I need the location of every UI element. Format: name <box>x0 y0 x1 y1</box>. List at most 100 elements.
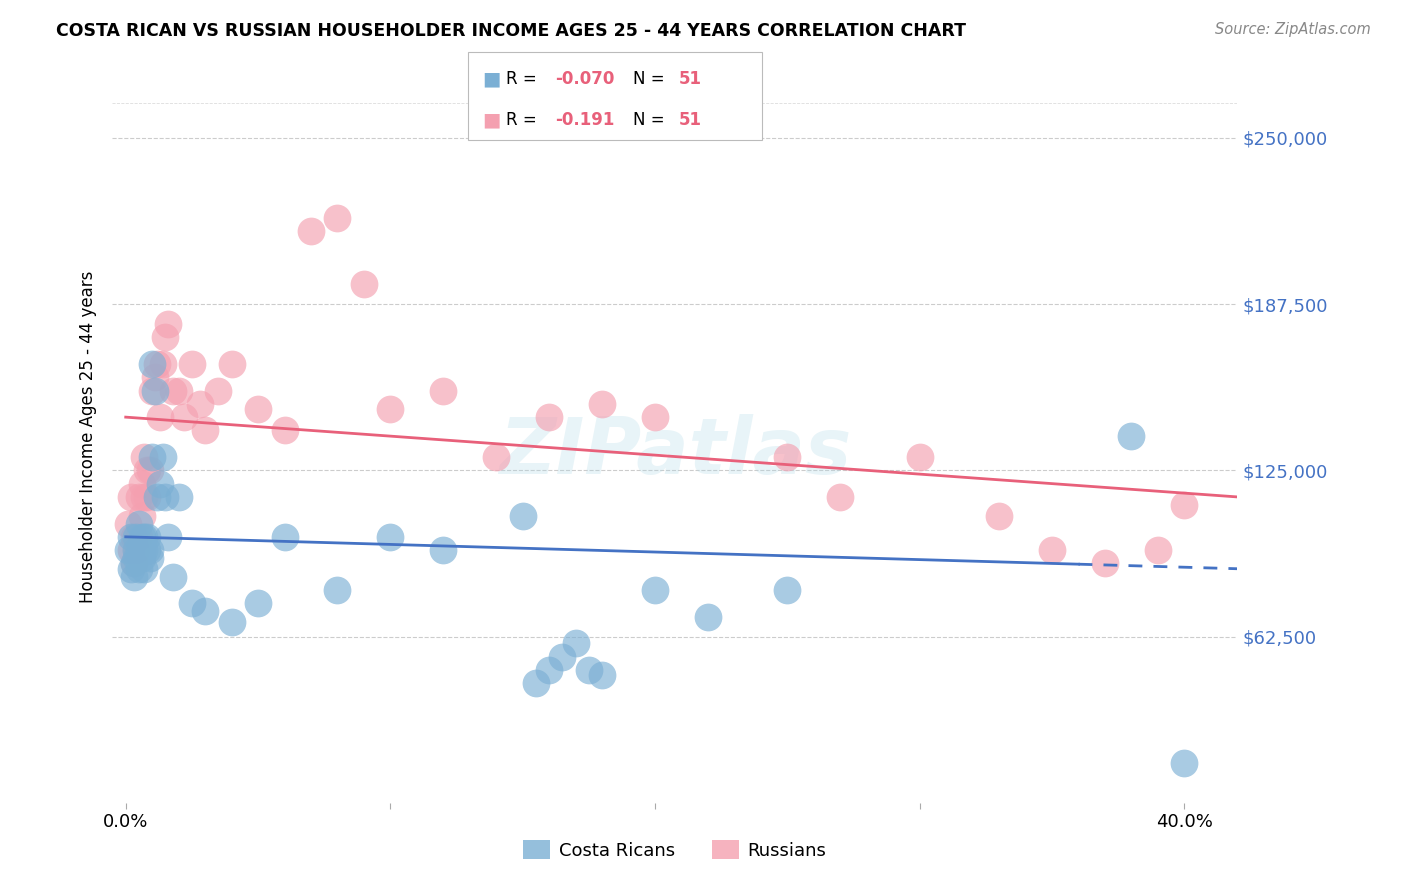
Point <box>141 384 163 398</box>
Point <box>380 402 402 417</box>
Point <box>162 570 184 584</box>
Point <box>908 450 931 464</box>
Text: ■: ■ <box>482 110 501 129</box>
Point <box>131 530 153 544</box>
Point <box>155 490 177 504</box>
Point <box>143 384 166 398</box>
Point <box>512 508 534 523</box>
Point <box>1040 543 1063 558</box>
Point <box>135 543 157 558</box>
Point <box>128 543 150 558</box>
Point <box>157 530 180 544</box>
Point <box>188 397 211 411</box>
Point <box>122 570 145 584</box>
Point <box>207 384 229 398</box>
Point <box>128 490 150 504</box>
Point <box>131 551 153 566</box>
Text: R =: R = <box>506 111 543 128</box>
Text: COSTA RICAN VS RUSSIAN HOUSEHOLDER INCOME AGES 25 - 44 YEARS CORRELATION CHART: COSTA RICAN VS RUSSIAN HOUSEHOLDER INCOM… <box>56 22 966 40</box>
Point <box>432 384 454 398</box>
Text: N =: N = <box>633 111 669 128</box>
Point <box>180 357 202 371</box>
Text: -0.070: -0.070 <box>555 70 614 88</box>
Point <box>1173 756 1195 770</box>
Point <box>644 582 666 597</box>
Point <box>134 543 156 558</box>
Point <box>138 543 160 558</box>
Point <box>138 551 160 566</box>
Point <box>538 663 561 677</box>
Point <box>120 490 142 504</box>
Point <box>1147 543 1170 558</box>
Point <box>131 508 153 523</box>
Text: N =: N = <box>633 70 669 88</box>
Point <box>146 490 169 504</box>
Point <box>149 476 172 491</box>
Point <box>247 596 270 610</box>
Text: ZIPatlas: ZIPatlas <box>499 414 851 490</box>
Point <box>180 596 202 610</box>
Point <box>117 543 139 558</box>
Point <box>125 530 148 544</box>
Text: 51: 51 <box>679 111 702 128</box>
Point <box>524 676 547 690</box>
Point <box>120 530 142 544</box>
Point <box>162 384 184 398</box>
Point <box>697 609 720 624</box>
Point <box>221 615 243 629</box>
Point <box>128 516 150 531</box>
Text: 51: 51 <box>679 70 702 88</box>
Point <box>776 450 799 464</box>
Point <box>380 530 402 544</box>
Point <box>120 543 142 558</box>
Point <box>134 562 156 576</box>
Point <box>125 543 148 558</box>
Text: R =: R = <box>506 70 543 88</box>
Text: ■: ■ <box>482 70 501 88</box>
Point <box>135 530 157 544</box>
Point <box>131 476 153 491</box>
Point <box>644 410 666 425</box>
Point <box>538 410 561 425</box>
Point <box>299 224 322 238</box>
Point <box>143 370 166 384</box>
Point <box>564 636 586 650</box>
Point <box>141 357 163 371</box>
Point <box>134 490 156 504</box>
Point <box>591 668 613 682</box>
Point <box>273 530 295 544</box>
Y-axis label: Householder Income Ages 25 - 44 years: Householder Income Ages 25 - 44 years <box>79 271 97 603</box>
Point <box>134 450 156 464</box>
Point <box>117 516 139 531</box>
Text: -0.191: -0.191 <box>555 111 614 128</box>
Point <box>138 463 160 477</box>
Point <box>122 557 145 571</box>
Point <box>120 562 142 576</box>
Point <box>128 530 150 544</box>
Point <box>155 330 177 344</box>
Point <box>326 582 349 597</box>
Point <box>1094 557 1116 571</box>
Point <box>131 543 153 558</box>
Point <box>149 410 172 425</box>
Point <box>135 463 157 477</box>
Point <box>157 317 180 331</box>
Point <box>167 384 190 398</box>
Point <box>152 450 174 464</box>
Point <box>1173 498 1195 512</box>
Point <box>173 410 195 425</box>
Point <box>776 582 799 597</box>
Point <box>1121 429 1143 443</box>
Point <box>578 663 600 677</box>
Point <box>326 211 349 225</box>
Point <box>485 450 508 464</box>
Point <box>221 357 243 371</box>
Point <box>167 490 190 504</box>
Point <box>194 604 217 618</box>
Point <box>432 543 454 558</box>
Point <box>135 490 157 504</box>
Point <box>134 530 156 544</box>
Point <box>125 551 148 566</box>
Point <box>146 357 169 371</box>
Point <box>128 562 150 576</box>
